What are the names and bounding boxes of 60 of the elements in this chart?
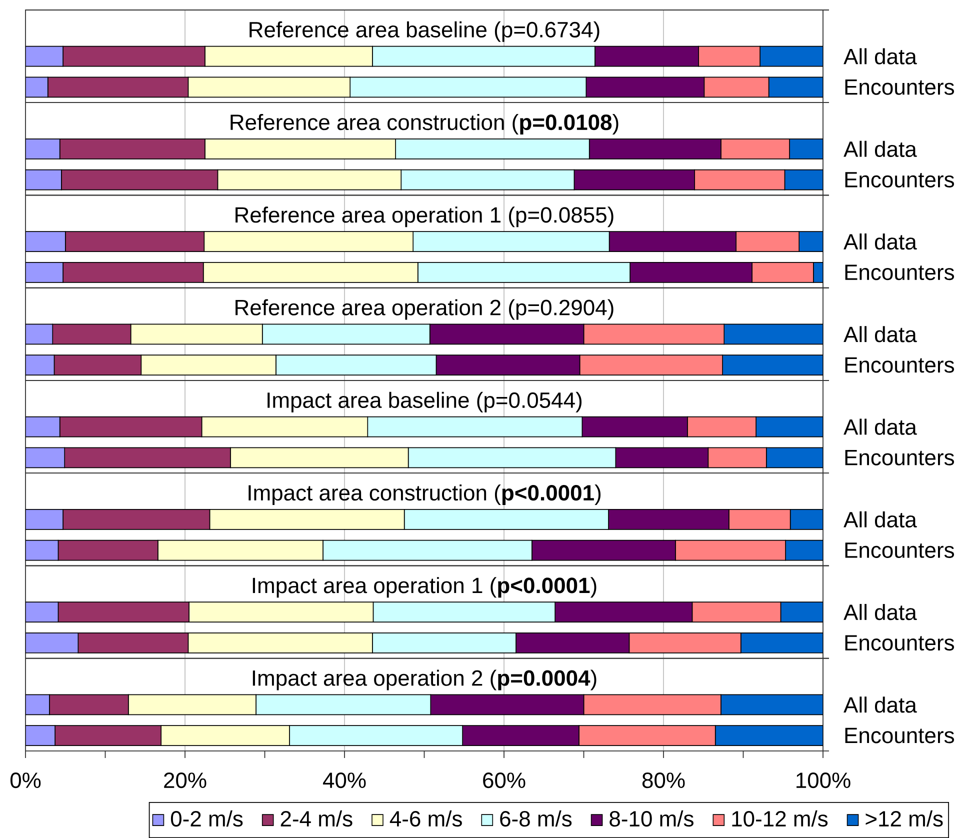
bar [26,416,60,438]
y-tick-label: All data [844,696,917,713]
y-tick-label: All data [844,418,917,435]
y-tick-label: Encounters [845,728,954,744]
y-tick-label: Encounters [845,635,954,651]
x-tick-label: 100% [796,772,850,788]
bar [26,354,55,376]
y-tick-label: Encounters [845,357,954,373]
y-tick-label: All data [844,140,917,157]
bar [724,324,823,345]
y-tick-label: Encounters [845,450,954,466]
chart-title: Reference area operation 1 (p=0.0855) [236,206,614,228]
legend-label: 2-4 m/s [280,810,352,827]
bar [720,694,823,716]
bar [26,509,64,530]
bar [26,76,48,98]
x-tick-label: 20% [164,772,206,788]
bar [26,725,56,746]
bar [722,354,823,376]
bar [780,602,823,622]
bar [26,447,65,468]
chart-title: Impact area construction (p<0.0001) [248,484,600,505]
bar [798,231,823,252]
y-tick-label: All data [844,48,917,64]
legend-label: 0-2 m/s [170,810,243,827]
bar [756,416,823,438]
legend-label: 8-10 m/s [610,810,694,827]
legend-label: >12 m/s [866,810,943,827]
bar [714,725,823,746]
x-tick-label: 0% [10,772,41,788]
chart-title: Impact area operation 2 (p=0.0004) [252,670,596,690]
chart-title: Impact area operation 1 (p<0.0001) [252,577,596,598]
chart-title: Impact area baseline (p=0.0544) [268,392,582,412]
chart-title: Reference area construction (p=0.0108) [230,114,618,134]
chart-title: Reference area operation 2 (p=0.2904) [236,299,614,320]
y-tick-label: All data [844,233,917,250]
y-tick-label: Encounters [845,80,954,95]
bar [760,46,823,67]
bar [26,602,59,622]
bar [26,46,64,67]
bar [26,632,79,654]
y-tick-label: All data [844,511,917,528]
y-tick-label: Encounters [845,264,954,280]
bar [768,76,823,98]
y-tick-label: Encounters [845,542,954,558]
x-tick-label: 40% [322,772,366,788]
bar [26,694,50,716]
y-tick-label: All data [844,326,917,342]
bar [740,632,823,654]
bar [26,540,59,561]
x-tick-label: 60% [483,772,526,788]
y-tick-label: Encounters [845,172,954,188]
bar [766,447,823,468]
chart-title: Reference area baseline (p=0.6734) [250,21,600,42]
bar [26,324,54,345]
legend-label: 6-8 m/s [500,810,572,827]
legend-label: 10-12 m/s [732,810,828,827]
x-tick-label: 80% [642,772,685,788]
y-tick-label: All data [844,604,917,620]
legend-label: 4-6 m/s [390,810,462,827]
